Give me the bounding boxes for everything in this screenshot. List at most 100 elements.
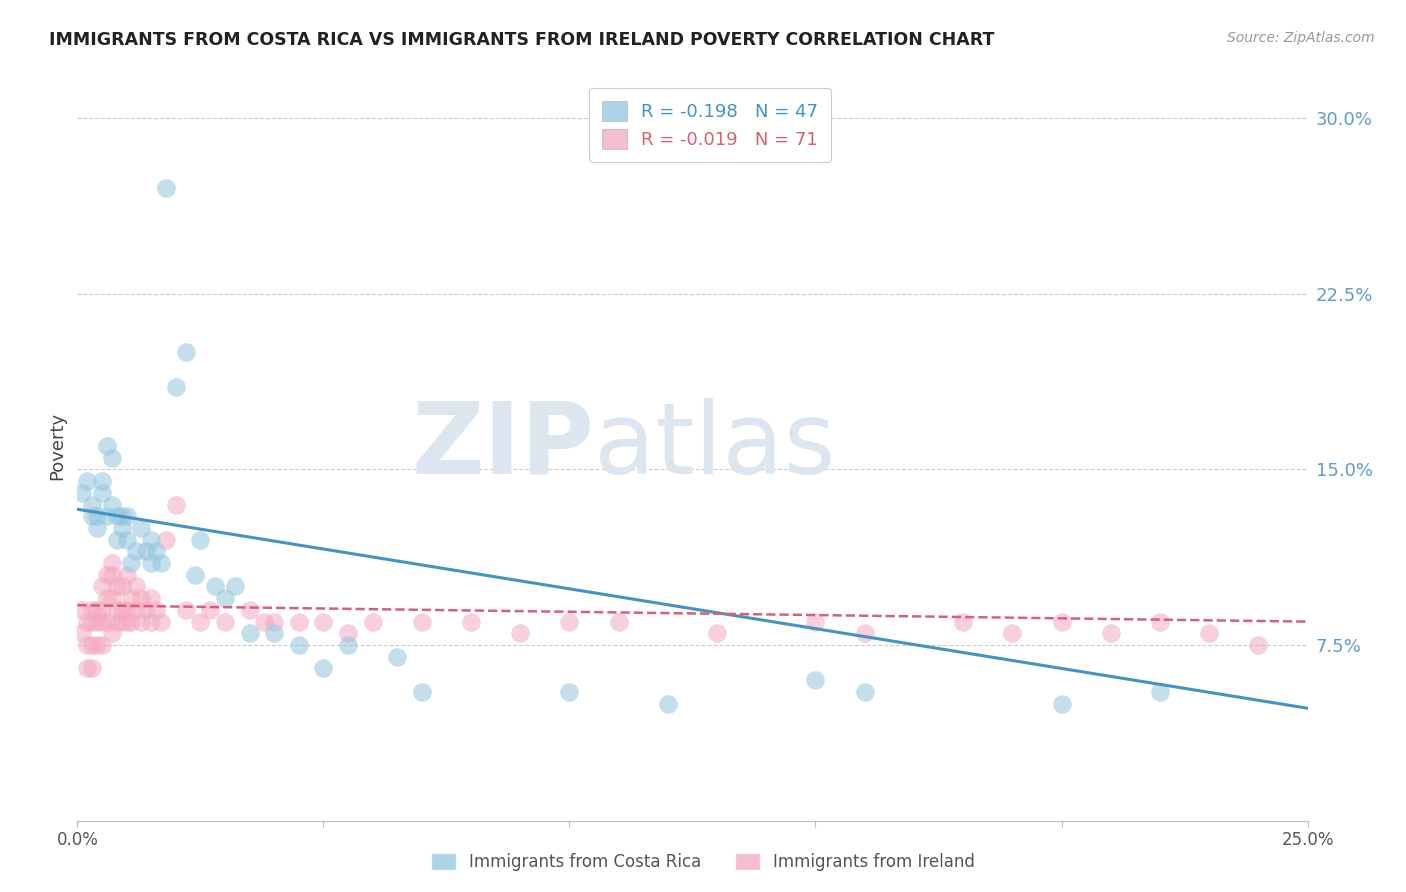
Point: [288, 638, 311, 652]
Point: [141, 591, 163, 606]
Point: [96, 591, 118, 606]
Point: [111, 603, 132, 617]
Point: [82, 498, 104, 512]
Text: ZIP: ZIP: [411, 398, 595, 494]
Point: [82, 615, 104, 629]
Point: [105, 580, 128, 594]
Point: [263, 626, 285, 640]
Point: [105, 603, 128, 617]
Point: [96, 509, 118, 524]
Point: [804, 673, 827, 688]
Point: [115, 509, 138, 524]
Point: [101, 591, 124, 606]
Point: [1149, 615, 1171, 629]
Point: [145, 544, 167, 558]
Point: [155, 181, 177, 195]
Point: [174, 345, 197, 359]
Point: [706, 626, 728, 640]
Point: [188, 615, 212, 629]
Point: [86, 603, 108, 617]
Point: [101, 556, 124, 570]
Point: [1149, 685, 1171, 699]
Point: [86, 509, 108, 524]
Point: [76, 615, 98, 629]
Point: [96, 567, 118, 582]
Point: [76, 638, 98, 652]
Point: [82, 638, 104, 652]
Point: [86, 638, 108, 652]
Point: [411, 685, 433, 699]
Point: [82, 509, 104, 524]
Point: [337, 626, 360, 640]
Point: [86, 521, 108, 535]
Point: [853, 685, 876, 699]
Point: [1198, 626, 1220, 640]
Point: [312, 661, 335, 675]
Point: [214, 615, 236, 629]
Point: [90, 580, 114, 594]
Text: IMMIGRANTS FROM COSTA RICA VS IMMIGRANTS FROM IRELAND POVERTY CORRELATION CHART: IMMIGRANTS FROM COSTA RICA VS IMMIGRANTS…: [49, 31, 994, 49]
Point: [411, 615, 433, 629]
Point: [111, 509, 132, 524]
Point: [115, 603, 138, 617]
Point: [111, 521, 132, 535]
Point: [224, 580, 246, 594]
Point: [111, 580, 132, 594]
Point: [111, 615, 132, 629]
Point: [607, 615, 630, 629]
Text: atlas: atlas: [595, 398, 835, 494]
Point: [1001, 626, 1024, 640]
Legend: R = -0.198   N = 47, R = -0.019   N = 71: R = -0.198 N = 47, R = -0.019 N = 71: [589, 88, 831, 162]
Point: [263, 615, 285, 629]
Point: [253, 615, 276, 629]
Point: [657, 697, 679, 711]
Point: [165, 380, 187, 394]
Point: [155, 533, 177, 547]
Point: [239, 626, 262, 640]
Point: [200, 603, 222, 617]
Point: [184, 567, 207, 582]
Point: [125, 544, 148, 558]
Point: [86, 615, 108, 629]
Point: [70, 603, 93, 617]
Point: [385, 649, 409, 664]
Point: [76, 661, 98, 675]
Point: [115, 533, 138, 547]
Point: [1050, 697, 1073, 711]
Point: [90, 638, 114, 652]
Point: [90, 615, 114, 629]
Point: [82, 661, 104, 675]
Point: [70, 626, 93, 640]
Point: [361, 615, 384, 629]
Point: [105, 615, 128, 629]
Point: [82, 603, 104, 617]
Point: [145, 603, 167, 617]
Point: [174, 603, 197, 617]
Point: [125, 580, 148, 594]
Point: [90, 485, 114, 500]
Point: [312, 615, 335, 629]
Point: [853, 626, 876, 640]
Point: [129, 521, 153, 535]
Point: [96, 439, 118, 453]
Point: [214, 591, 236, 606]
Y-axis label: Poverty: Poverty: [48, 412, 66, 480]
Point: [239, 603, 262, 617]
Point: [804, 615, 827, 629]
Point: [141, 556, 163, 570]
Point: [509, 626, 531, 640]
Point: [105, 533, 128, 547]
Point: [337, 638, 360, 652]
Point: [150, 615, 173, 629]
Point: [1247, 638, 1270, 652]
Point: [952, 615, 974, 629]
Point: [558, 685, 581, 699]
Point: [135, 603, 157, 617]
Legend: Immigrants from Costa Rica, Immigrants from Ireland: Immigrants from Costa Rica, Immigrants f…: [423, 845, 983, 880]
Point: [129, 591, 153, 606]
Point: [115, 567, 138, 582]
Point: [1099, 626, 1122, 640]
Point: [101, 626, 124, 640]
Point: [90, 603, 114, 617]
Point: [96, 615, 118, 629]
